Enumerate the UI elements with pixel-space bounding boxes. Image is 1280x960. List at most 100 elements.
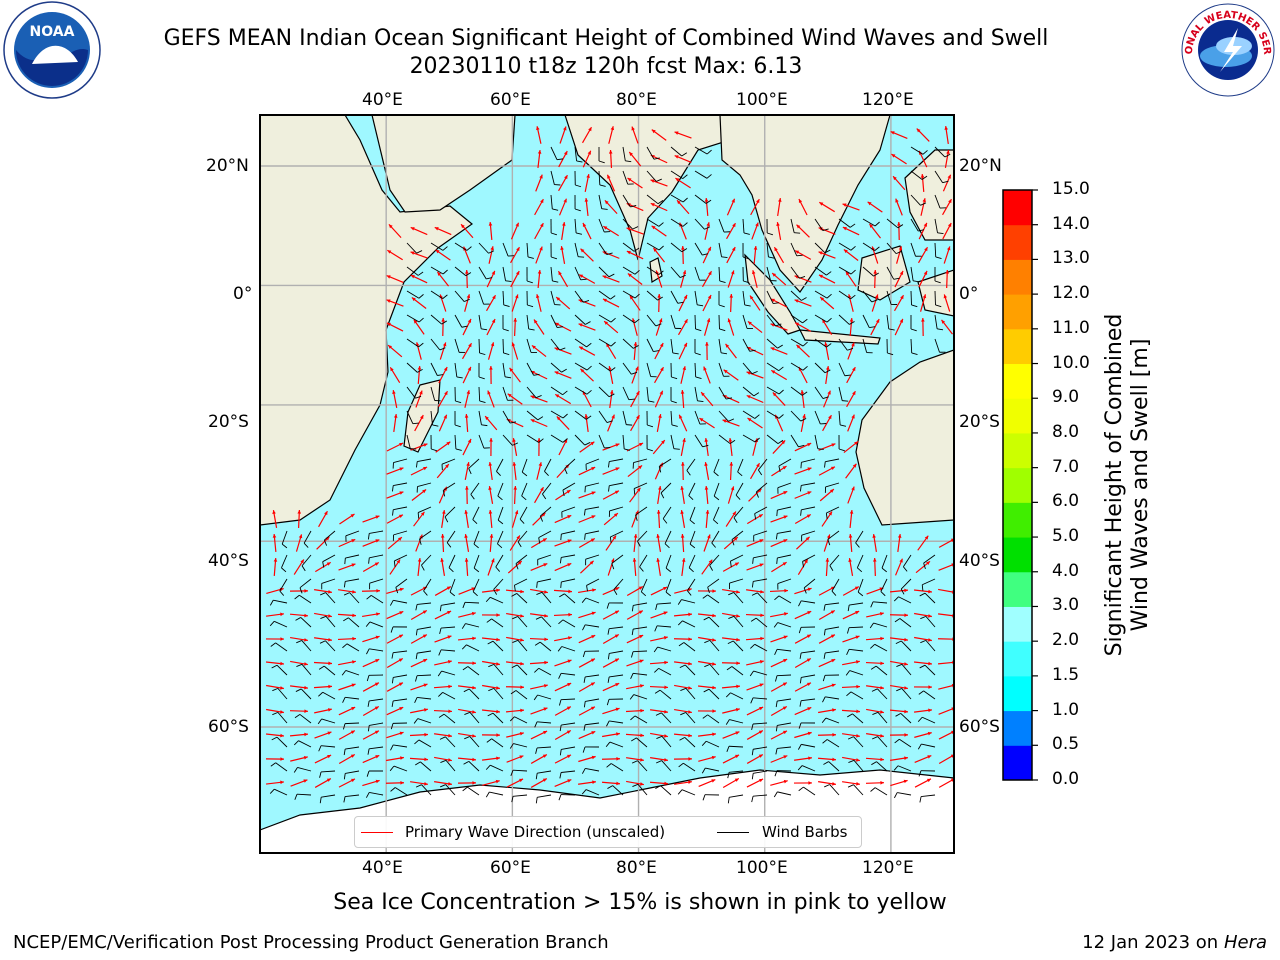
colorbar-tick-label: 8.0 bbox=[1052, 421, 1080, 442]
wind-barb bbox=[608, 482, 624, 492]
wave-arrow bbox=[889, 637, 909, 642]
wave-arrow bbox=[434, 756, 452, 762]
wind-barb bbox=[694, 338, 701, 356]
wind-barb bbox=[670, 362, 678, 380]
wave-arrow bbox=[842, 586, 860, 596]
wave-arrow bbox=[817, 733, 837, 737]
wave-arrow bbox=[770, 705, 788, 717]
wave-arrow bbox=[386, 467, 404, 475]
wind-barb bbox=[519, 506, 528, 524]
wind-barb bbox=[694, 242, 709, 256]
wave-arrow bbox=[750, 198, 760, 216]
wind-barb bbox=[574, 362, 592, 371]
wave-arrow bbox=[825, 366, 830, 384]
wave-arrow bbox=[361, 589, 381, 593]
wave-arrow bbox=[506, 636, 524, 642]
wind-barb bbox=[406, 338, 424, 348]
wave-arrow bbox=[506, 731, 524, 738]
wave-arrow bbox=[314, 754, 332, 764]
map-content bbox=[260, 115, 954, 853]
wave-arrow bbox=[629, 487, 641, 503]
wave-arrow bbox=[747, 320, 763, 334]
wave-arrow bbox=[578, 681, 596, 693]
wind-barb bbox=[856, 554, 864, 573]
wind-barb bbox=[550, 338, 566, 351]
wave-arrow bbox=[697, 589, 717, 593]
wave-arrow bbox=[847, 486, 855, 504]
wave-arrow bbox=[745, 636, 765, 641]
wave-arrow bbox=[462, 366, 472, 384]
wave-arrow bbox=[465, 269, 469, 289]
wind-barb bbox=[827, 530, 840, 546]
colorbar-tick-label: 6.0 bbox=[1052, 491, 1080, 512]
wave-arrow bbox=[337, 613, 357, 618]
wave-arrow bbox=[702, 246, 712, 264]
wind-barb bbox=[686, 458, 696, 476]
wind-barb bbox=[729, 554, 744, 568]
wave-arrow bbox=[697, 732, 717, 737]
wind-barb bbox=[790, 386, 808, 396]
wind-barb bbox=[639, 554, 648, 572]
wind-barb bbox=[622, 218, 639, 230]
colorbar-tick-marks bbox=[1032, 189, 1038, 781]
wind-barb bbox=[574, 410, 592, 420]
wave-arrow bbox=[796, 224, 810, 238]
wave-arrow bbox=[602, 658, 620, 668]
wave-arrow bbox=[654, 366, 664, 384]
wave-arrow bbox=[435, 441, 451, 453]
wind-barb bbox=[934, 170, 949, 184]
wind-barb bbox=[670, 410, 678, 427]
wind-barb bbox=[598, 146, 605, 164]
wave-arrow bbox=[894, 318, 904, 336]
wind-barb bbox=[670, 170, 688, 179]
wind-barb bbox=[430, 338, 446, 351]
wind-barb bbox=[478, 242, 495, 254]
wave-arrow bbox=[578, 537, 596, 549]
wind-barb bbox=[670, 290, 684, 304]
wave-arrow bbox=[770, 682, 788, 692]
wave-arrow bbox=[629, 295, 641, 311]
wave-arrow bbox=[819, 296, 835, 310]
sri-lanka-land bbox=[649, 257, 663, 284]
wave-arrow bbox=[534, 198, 544, 216]
wind-barb bbox=[923, 554, 936, 570]
wave-arrow bbox=[848, 558, 854, 576]
wave-arrow bbox=[489, 437, 493, 457]
colorbar-band bbox=[1003, 432, 1032, 469]
wind-barb bbox=[454, 314, 468, 328]
wind-barb bbox=[473, 554, 480, 573]
wind-barb bbox=[829, 554, 840, 571]
wave-arrow bbox=[602, 682, 620, 692]
wave-arrow bbox=[434, 660, 452, 666]
wave-arrow bbox=[889, 709, 909, 714]
wave-arrow bbox=[796, 536, 810, 550]
wave-arrow bbox=[890, 779, 908, 787]
wave-arrow bbox=[678, 294, 688, 312]
wind-barb bbox=[694, 266, 706, 281]
wave-arrow bbox=[943, 246, 951, 264]
wave-arrow bbox=[913, 589, 933, 594]
wind-barb bbox=[886, 218, 904, 229]
wind-barb bbox=[910, 218, 925, 232]
wind-barb bbox=[423, 578, 432, 596]
wave-arrow bbox=[848, 533, 853, 553]
wave-arrow bbox=[273, 557, 278, 577]
wave-arrow bbox=[602, 298, 620, 308]
wave-arrow bbox=[486, 270, 496, 288]
wave-arrow bbox=[727, 486, 735, 504]
wave-arrow bbox=[481, 709, 501, 714]
wind-barb bbox=[448, 554, 456, 573]
wave-arrow bbox=[413, 511, 425, 527]
wave-arrow bbox=[530, 588, 548, 594]
wave-arrow bbox=[481, 637, 501, 642]
wave-arrow bbox=[823, 390, 831, 408]
wind-barb bbox=[670, 266, 686, 279]
wave-arrow bbox=[890, 660, 908, 666]
wave-arrow bbox=[318, 510, 328, 528]
wave-arrow bbox=[626, 610, 644, 620]
wave-arrow bbox=[533, 319, 545, 335]
wave-arrow bbox=[745, 613, 765, 618]
wind-barb bbox=[544, 458, 552, 476]
wave-arrow bbox=[818, 274, 836, 284]
wind-barb bbox=[766, 386, 784, 395]
